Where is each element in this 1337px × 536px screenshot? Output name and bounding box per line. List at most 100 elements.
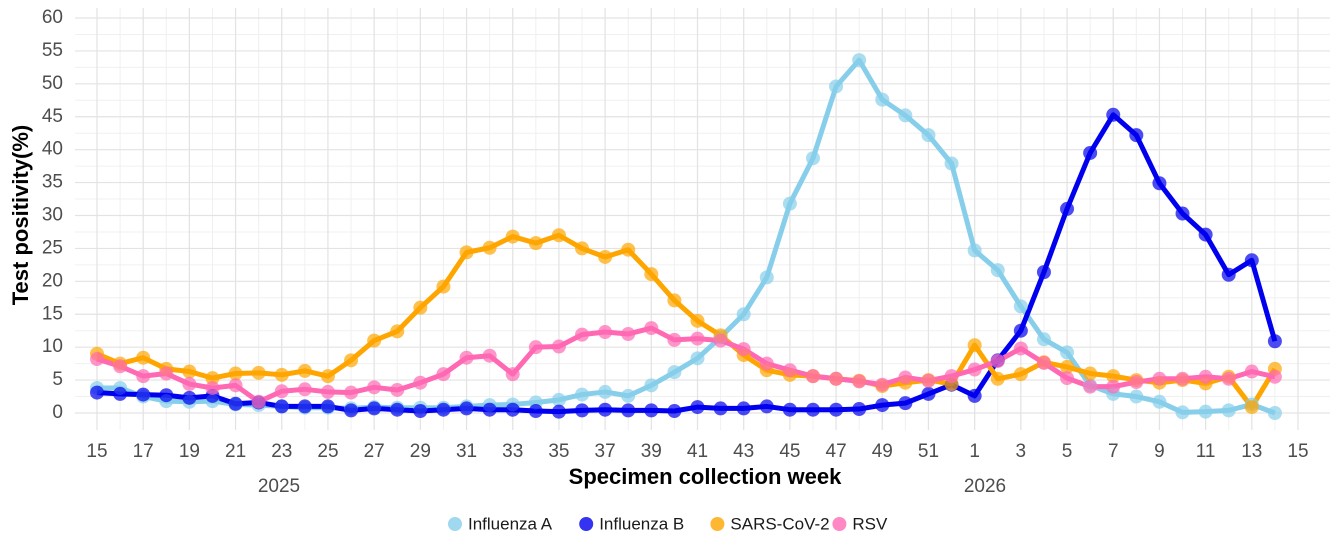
x-tick-label: 39 (641, 441, 662, 462)
data-point (1267, 406, 1282, 420)
data-point (829, 371, 844, 386)
data-point (482, 348, 497, 363)
data-point (1083, 379, 1098, 394)
data-point (898, 108, 913, 123)
data-point (575, 327, 590, 342)
data-point (598, 325, 613, 340)
data-point (528, 236, 543, 251)
legend-marker (710, 517, 725, 531)
data-point (1036, 265, 1051, 280)
data-point (805, 369, 820, 384)
data-point (1198, 404, 1213, 419)
legend-marker (579, 517, 594, 531)
data-point (759, 399, 774, 414)
data-point (159, 388, 174, 403)
data-point (320, 384, 335, 399)
data-point (251, 394, 266, 409)
data-point (1198, 369, 1213, 384)
y-tick-label: 35 (42, 172, 63, 193)
data-point (136, 387, 151, 402)
data-point (875, 398, 890, 413)
data-point (320, 399, 335, 414)
data-point (621, 388, 636, 403)
data-point (367, 380, 382, 395)
data-point (852, 402, 867, 417)
data-point (367, 401, 382, 416)
data-point (528, 340, 543, 355)
data-point (182, 377, 197, 392)
data-point (575, 241, 590, 256)
y-axis-title: Test positivity(%) (8, 125, 33, 306)
data-point (575, 387, 590, 402)
data-point (1175, 206, 1190, 221)
data-point (759, 270, 774, 285)
x-tick-label: 5 (1062, 441, 1073, 462)
data-point (1106, 379, 1121, 394)
data-point (852, 374, 867, 389)
data-point (228, 396, 243, 411)
data-point (274, 367, 289, 382)
data-point (1060, 201, 1075, 216)
data-point (690, 331, 705, 346)
data-point (898, 396, 913, 411)
data-point (829, 79, 844, 94)
series-line (96, 232, 1278, 410)
data-point (621, 242, 636, 257)
x-tick-label: 45 (779, 441, 800, 462)
data-point (782, 363, 797, 378)
y-tick-label: 10 (42, 336, 63, 357)
data-point (1083, 145, 1098, 160)
data-point (459, 401, 474, 416)
data-point (1244, 253, 1259, 268)
legend-marker (448, 517, 462, 531)
x-tick-label: 43 (733, 441, 754, 462)
plot (90, 53, 1282, 420)
data-point (782, 402, 797, 417)
data-point (598, 249, 613, 264)
data-point (990, 353, 1005, 368)
data-point (1152, 394, 1167, 409)
x-tick-label: 25 (317, 441, 338, 462)
y-tick-label: 40 (42, 139, 63, 160)
x-tick-label: 19 (179, 441, 200, 462)
y-tick-label: 20 (42, 270, 63, 291)
data-point (182, 364, 197, 379)
data-point (390, 382, 405, 397)
data-point (505, 367, 520, 382)
data-point (1198, 227, 1213, 242)
data-point (921, 386, 936, 401)
data-point (990, 371, 1005, 386)
x-tick-label: 13 (1241, 441, 1262, 462)
data-point (759, 356, 774, 371)
data-point (598, 402, 613, 417)
data-point (690, 351, 705, 366)
x-tick-label: 47 (826, 441, 847, 462)
data-point (644, 403, 659, 418)
x-tick-label: 3 (1016, 441, 1027, 462)
data-point (505, 402, 520, 417)
data-point (736, 307, 751, 322)
data-point (1244, 400, 1259, 415)
x-tick-label: 23 (271, 441, 292, 462)
legend-marker (832, 517, 847, 531)
data-point (297, 382, 312, 397)
data-point (990, 263, 1005, 278)
data-point (1129, 375, 1144, 390)
data-point (944, 369, 959, 384)
data-point (898, 370, 913, 385)
data-point (713, 401, 728, 416)
x-tick-label: 33 (502, 441, 523, 462)
x-tick-label: 49 (872, 441, 893, 462)
x-tick-label: 27 (364, 441, 385, 462)
data-point (967, 388, 982, 403)
data-point (436, 367, 451, 382)
data-point (344, 353, 359, 368)
data-point (113, 386, 128, 401)
data-point (482, 402, 497, 417)
data-point (528, 404, 543, 419)
y-tick-label: 50 (42, 73, 63, 94)
data-point (667, 332, 682, 347)
x-tick-label: 11 (1196, 441, 1216, 462)
year-label: 2026 (964, 476, 1006, 497)
